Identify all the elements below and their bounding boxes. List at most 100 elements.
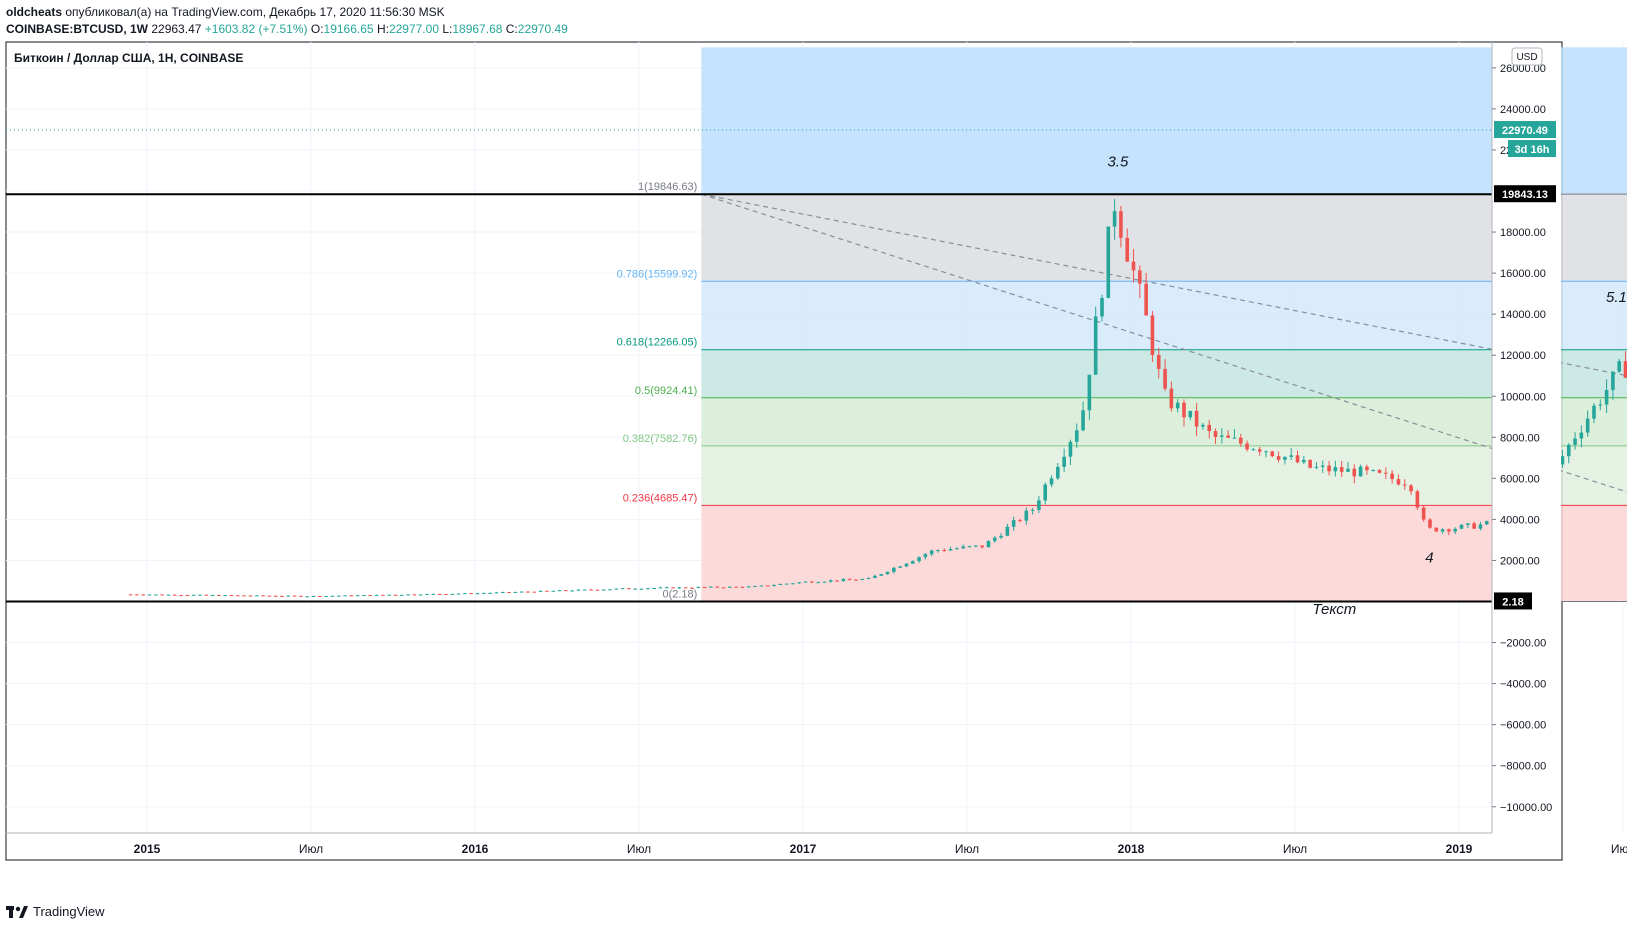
candle-body — [305, 596, 310, 598]
candle-body — [1327, 465, 1331, 472]
countdown-tag — [1508, 140, 1556, 158]
candle-body — [418, 594, 423, 596]
candle-body — [330, 595, 335, 597]
candle — [1276, 451, 1281, 463]
candle — [728, 586, 732, 589]
author-name[interactable]: oldcheats — [6, 5, 63, 19]
candle — [387, 594, 392, 596]
last-price: 22963.47 — [151, 22, 202, 36]
candle-body — [1005, 526, 1010, 536]
candle-body — [1144, 283, 1148, 316]
candle — [658, 586, 663, 589]
candle — [753, 585, 757, 588]
candle — [1384, 467, 1388, 479]
candle — [860, 578, 865, 581]
candle-body — [362, 595, 366, 597]
candle — [589, 588, 593, 591]
candle-body — [595, 589, 600, 591]
candle — [967, 545, 972, 548]
time-tick-label: Июл — [955, 842, 979, 856]
candle-body — [671, 587, 675, 589]
candle — [942, 548, 947, 552]
candle — [1434, 527, 1439, 533]
candle-body — [1434, 527, 1439, 532]
candle-body — [1188, 410, 1193, 418]
candle — [179, 594, 183, 597]
candle — [1308, 459, 1312, 469]
candle-body — [791, 583, 795, 585]
candle-body — [267, 595, 272, 597]
candle — [1358, 464, 1363, 477]
candle — [715, 586, 720, 588]
candle — [507, 591, 511, 594]
candle-body — [1156, 355, 1161, 369]
candle — [217, 594, 221, 596]
candle-body — [425, 593, 429, 595]
candle-body — [967, 546, 972, 548]
candle — [343, 595, 347, 597]
candle-body — [879, 574, 884, 576]
candle-body — [1163, 368, 1167, 389]
candle-body — [564, 590, 568, 592]
candle-body — [1440, 529, 1445, 532]
time-tick-label: 2017 — [790, 842, 817, 856]
candle-body — [1106, 226, 1111, 298]
candle — [1339, 460, 1344, 477]
annotation-label: 5.1 — [1606, 289, 1627, 306]
candle-body — [1617, 361, 1622, 372]
candle-body — [1560, 456, 1565, 465]
candle-body — [1194, 410, 1199, 427]
candle-body — [1415, 491, 1420, 508]
candle-body — [1598, 404, 1603, 406]
candle — [1302, 455, 1306, 465]
candle — [1093, 306, 1098, 375]
fib-level-label: 0(2.18) — [662, 588, 697, 600]
candle-body — [128, 594, 133, 596]
candle — [1264, 450, 1268, 458]
candle — [822, 581, 827, 583]
candle — [261, 595, 265, 597]
footer-brand[interactable]: TradingView — [6, 904, 105, 919]
candle-body — [160, 594, 164, 596]
candle — [210, 594, 215, 596]
candle-body — [374, 594, 379, 596]
candle-body — [1428, 519, 1432, 528]
candle-body — [1390, 473, 1394, 480]
candle — [551, 590, 556, 592]
price-tick-label: 10000.00 — [1500, 391, 1546, 403]
candle — [1377, 469, 1382, 474]
candle — [614, 588, 619, 590]
candle — [1598, 399, 1603, 411]
candle — [1617, 358, 1622, 374]
candle — [267, 595, 272, 597]
candle-body — [1283, 456, 1287, 460]
candle-body — [847, 579, 852, 581]
candle-body — [500, 592, 505, 594]
candle-body — [475, 593, 480, 595]
candle-body — [582, 589, 587, 591]
low-label: L: — [442, 22, 453, 36]
candle — [393, 594, 398, 596]
candle — [627, 587, 631, 590]
candle — [475, 592, 480, 595]
candle — [816, 581, 820, 584]
candle-body — [992, 537, 997, 542]
candle-body — [1295, 455, 1300, 463]
candle — [374, 594, 379, 596]
candle — [892, 566, 896, 574]
candle-body — [715, 586, 720, 588]
candle-body — [696, 587, 701, 589]
candle-body — [740, 586, 745, 588]
candle-body — [765, 585, 770, 587]
candle — [582, 589, 587, 591]
candle-body — [1081, 410, 1085, 431]
candle-body — [608, 589, 612, 591]
candles — [128, 198, 1627, 598]
candle — [1371, 469, 1376, 472]
annotation-label: Текст — [1312, 601, 1356, 618]
candle — [299, 595, 303, 597]
fib-zone — [701, 281, 1627, 350]
candle — [999, 532, 1003, 540]
candle-body — [147, 594, 152, 596]
